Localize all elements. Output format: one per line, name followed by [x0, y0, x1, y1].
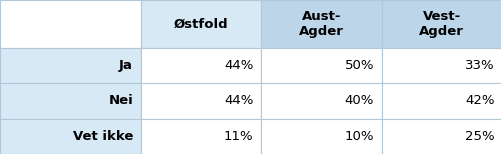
- Bar: [261, 83, 381, 119]
- Text: 50%: 50%: [344, 59, 373, 72]
- Bar: [381, 83, 501, 119]
- Bar: [0, 83, 140, 119]
- Text: Nei: Nei: [108, 94, 133, 107]
- Text: 44%: 44%: [223, 59, 253, 72]
- Bar: [0, 0, 140, 48]
- Bar: [140, 83, 261, 119]
- Bar: [0, 48, 140, 83]
- Text: Østfold: Østfold: [173, 17, 227, 30]
- Bar: [381, 48, 501, 83]
- Bar: [381, 119, 501, 154]
- Bar: [261, 48, 381, 83]
- Bar: [381, 0, 501, 48]
- Bar: [261, 119, 381, 154]
- Text: 44%: 44%: [223, 94, 253, 107]
- Bar: [261, 0, 381, 48]
- Text: 40%: 40%: [344, 94, 373, 107]
- Text: Ja: Ja: [119, 59, 133, 72]
- Bar: [0, 119, 140, 154]
- Text: 33%: 33%: [464, 59, 493, 72]
- Text: 10%: 10%: [344, 130, 373, 143]
- Text: 42%: 42%: [464, 94, 493, 107]
- Bar: [140, 119, 261, 154]
- Bar: [140, 0, 261, 48]
- Bar: [140, 48, 261, 83]
- Text: 25%: 25%: [464, 130, 493, 143]
- Text: Aust-
Agder: Aust- Agder: [298, 10, 343, 38]
- Text: Vest-
Agder: Vest- Agder: [418, 10, 463, 38]
- Text: Vet ikke: Vet ikke: [73, 130, 133, 143]
- Text: 11%: 11%: [223, 130, 253, 143]
